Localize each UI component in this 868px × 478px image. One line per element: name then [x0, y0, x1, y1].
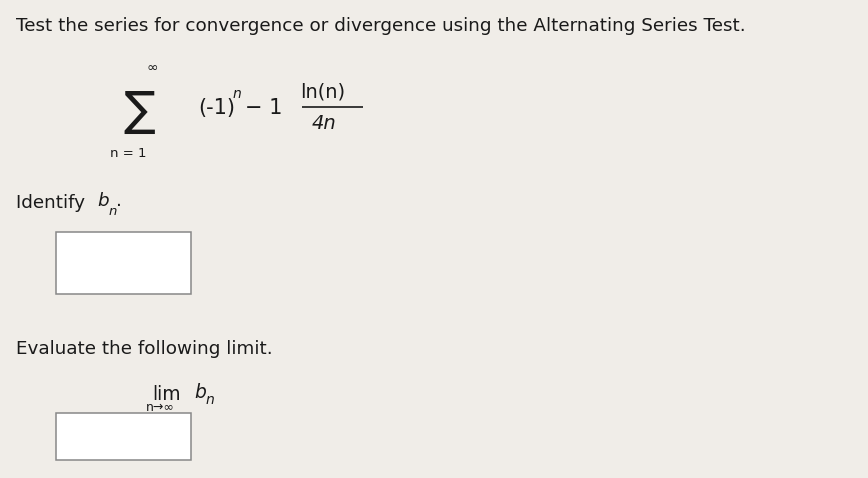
Text: (-1): (-1): [198, 98, 235, 118]
Text: − 1: − 1: [245, 98, 282, 118]
Text: n: n: [108, 205, 117, 218]
Text: ln(n): ln(n): [300, 82, 345, 101]
Text: lim: lim: [152, 385, 181, 404]
FancyBboxPatch shape: [56, 232, 191, 294]
Text: Identify: Identify: [16, 194, 90, 212]
Text: n→∞: n→∞: [146, 401, 174, 414]
Text: ∑: ∑: [123, 90, 155, 135]
FancyBboxPatch shape: [56, 413, 191, 460]
Text: n: n: [206, 393, 214, 407]
Text: 4n: 4n: [312, 114, 336, 133]
Text: Test the series for convergence or divergence using the Alternating Series Test.: Test the series for convergence or diver…: [16, 17, 746, 35]
Text: .: .: [116, 192, 122, 210]
Text: b: b: [194, 383, 207, 402]
Text: n: n: [233, 87, 241, 101]
Text: n = 1: n = 1: [110, 147, 147, 161]
Text: b: b: [97, 192, 108, 210]
Text: ∞: ∞: [146, 61, 158, 75]
Text: Evaluate the following limit.: Evaluate the following limit.: [16, 340, 273, 358]
